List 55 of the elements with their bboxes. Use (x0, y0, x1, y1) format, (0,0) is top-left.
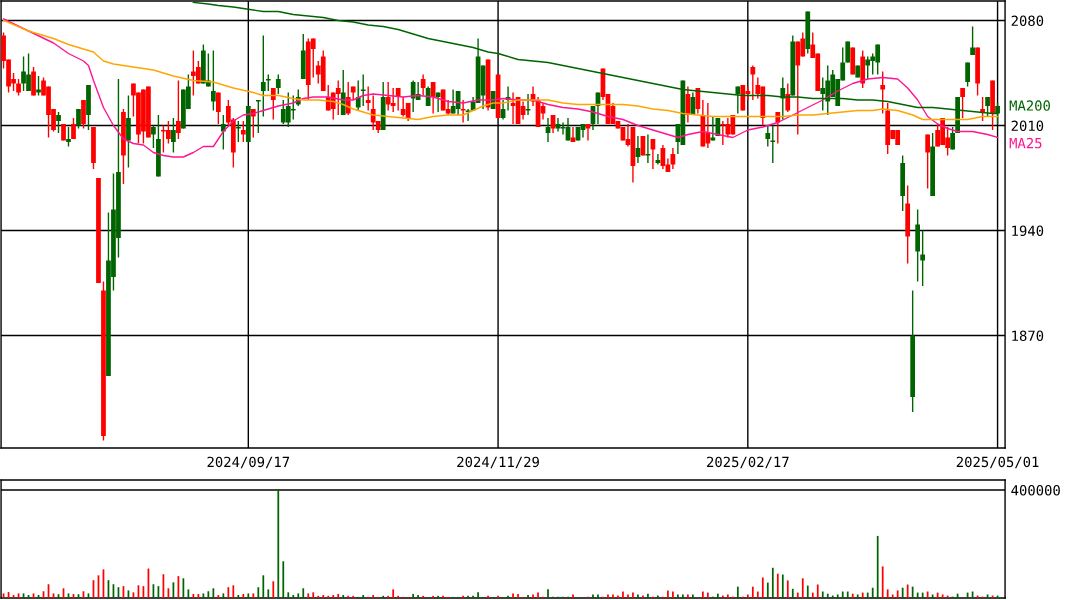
candlestick (960, 87, 965, 119)
x-tick-label: 2024/09/17 (207, 456, 290, 469)
candlestick (820, 76, 826, 112)
candlestick (395, 87, 401, 112)
candlestick (220, 114, 226, 151)
candlestick (695, 87, 701, 115)
candlestick (970, 25, 975, 56)
candlestick (865, 55, 871, 80)
candlestick (925, 133, 931, 190)
candlestick (215, 91, 221, 125)
series-label: MA200 (1009, 100, 1050, 111)
candlestick (355, 79, 361, 112)
y-tick-label: 2080 (1011, 15, 1044, 27)
candlestick (210, 49, 216, 112)
candlestick (920, 229, 926, 287)
candlestick (430, 81, 436, 115)
candlestick (335, 79, 341, 116)
candlestick (785, 82, 791, 113)
candlestick (176, 79, 181, 140)
candlestick (710, 115, 716, 142)
line-series (2, 18, 999, 158)
x-tick-label: 2024/11/29 (457, 456, 539, 469)
candlestick (56, 111, 61, 134)
candlestick (151, 124, 156, 149)
candlestick (76, 108, 81, 130)
candlestick (275, 73, 281, 95)
candlestick (980, 96, 985, 122)
candlestick (390, 87, 396, 113)
candlestick (126, 94, 131, 169)
candlestick (750, 64, 756, 101)
candlestick (765, 124, 771, 148)
y-tick-label: 1940 (1012, 225, 1044, 237)
candlestick (645, 133, 651, 164)
candlestick (66, 126, 71, 148)
x-tick-label: 2025/05/01 (956, 456, 1039, 469)
candlestick (950, 126, 955, 151)
y-tick-label: 2010 (1011, 120, 1044, 132)
candlestick (260, 34, 266, 118)
candlestick (465, 108, 471, 122)
candlestick (795, 40, 801, 136)
candlestick (255, 99, 261, 134)
series-label: MA25 (1009, 137, 1042, 149)
candlestick (171, 117, 176, 154)
candlestick (880, 70, 886, 115)
candlestick (420, 73, 426, 97)
candlestick (81, 99, 86, 130)
candlestick (31, 66, 36, 97)
y-tick-label: 400000 (1011, 485, 1060, 496)
candlestick (965, 61, 970, 88)
candlestick (270, 87, 276, 121)
candlestick (435, 91, 441, 113)
y-tick-label: 1870 (1012, 330, 1044, 342)
candlestick (405, 102, 411, 122)
candlestick (240, 120, 246, 143)
x-tick-label: 2025/02/17 (707, 456, 789, 469)
